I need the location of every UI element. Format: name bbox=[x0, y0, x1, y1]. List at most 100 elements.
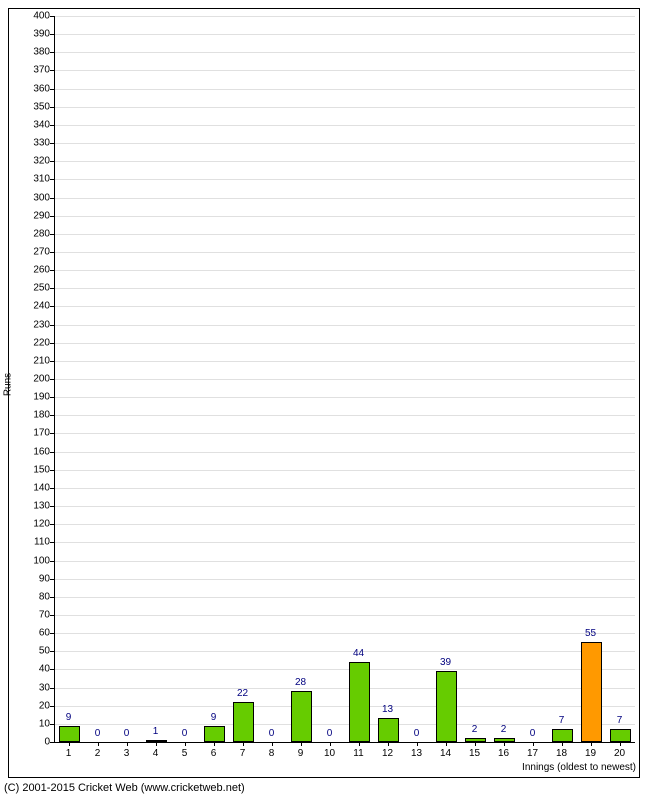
y-tick-mark bbox=[50, 433, 54, 434]
y-tick-mark bbox=[50, 89, 54, 90]
x-tick-mark bbox=[330, 742, 331, 746]
y-tick-label: 310 bbox=[14, 174, 50, 185]
x-tick-label: 6 bbox=[211, 748, 217, 759]
bar-value-label: 2 bbox=[472, 724, 478, 735]
gridline bbox=[55, 234, 635, 235]
y-tick-mark bbox=[50, 270, 54, 271]
gridline bbox=[55, 306, 635, 307]
x-tick-label: 20 bbox=[614, 748, 625, 759]
y-tick-mark bbox=[50, 524, 54, 525]
x-tick-label: 1 bbox=[66, 748, 72, 759]
y-tick-label: 280 bbox=[14, 228, 50, 239]
y-tick-mark bbox=[50, 452, 54, 453]
y-tick-mark bbox=[50, 16, 54, 17]
y-tick-mark bbox=[50, 706, 54, 707]
y-tick-mark bbox=[50, 506, 54, 507]
x-tick-mark bbox=[301, 742, 302, 746]
x-tick-label: 14 bbox=[440, 748, 451, 759]
gridline bbox=[55, 706, 635, 707]
y-tick-label: 150 bbox=[14, 464, 50, 475]
bar-value-label: 0 bbox=[327, 728, 333, 739]
plot-area bbox=[54, 16, 635, 743]
x-tick-mark bbox=[127, 742, 128, 746]
y-tick-mark bbox=[50, 688, 54, 689]
y-tick-label: 70 bbox=[14, 609, 50, 620]
y-tick-mark bbox=[50, 107, 54, 108]
gridline bbox=[55, 561, 635, 562]
gridline bbox=[55, 542, 635, 543]
chart-container: Runs Innings (oldest to newest) (C) 2001… bbox=[0, 0, 650, 800]
bar bbox=[349, 662, 370, 742]
gridline bbox=[55, 161, 635, 162]
bar-value-label: 55 bbox=[585, 628, 596, 639]
x-tick-label: 15 bbox=[469, 748, 480, 759]
y-tick-label: 250 bbox=[14, 283, 50, 294]
gridline bbox=[55, 143, 635, 144]
bar-value-label: 0 bbox=[414, 728, 420, 739]
x-tick-label: 12 bbox=[382, 748, 393, 759]
gridline bbox=[55, 252, 635, 253]
gridline bbox=[55, 16, 635, 17]
bar-value-label: 0 bbox=[182, 728, 188, 739]
y-tick-mark bbox=[50, 252, 54, 253]
gridline bbox=[55, 125, 635, 126]
y-tick-label: 270 bbox=[14, 246, 50, 257]
x-tick-label: 5 bbox=[182, 748, 188, 759]
y-tick-label: 20 bbox=[14, 700, 50, 711]
y-tick-mark bbox=[50, 288, 54, 289]
y-tick-label: 160 bbox=[14, 446, 50, 457]
bar bbox=[581, 642, 602, 742]
x-tick-label: 17 bbox=[527, 748, 538, 759]
x-tick-label: 9 bbox=[298, 748, 304, 759]
y-tick-label: 350 bbox=[14, 101, 50, 112]
x-tick-label: 18 bbox=[556, 748, 567, 759]
bar bbox=[378, 718, 399, 742]
x-tick-mark bbox=[504, 742, 505, 746]
x-tick-mark bbox=[359, 742, 360, 746]
x-tick-mark bbox=[533, 742, 534, 746]
y-tick-mark bbox=[50, 669, 54, 670]
y-tick-label: 240 bbox=[14, 301, 50, 312]
y-tick-label: 290 bbox=[14, 210, 50, 221]
bar-value-label: 0 bbox=[530, 728, 536, 739]
y-tick-mark bbox=[50, 415, 54, 416]
y-axis-title: Runs bbox=[3, 373, 14, 396]
y-tick-label: 230 bbox=[14, 319, 50, 330]
y-tick-label: 400 bbox=[14, 11, 50, 22]
bar-value-label: 2 bbox=[501, 724, 507, 735]
gridline bbox=[55, 70, 635, 71]
x-tick-mark bbox=[417, 742, 418, 746]
y-tick-label: 210 bbox=[14, 355, 50, 366]
y-tick-label: 110 bbox=[14, 537, 50, 548]
y-tick-mark bbox=[50, 379, 54, 380]
gridline bbox=[55, 724, 635, 725]
bar-value-label: 1 bbox=[153, 726, 159, 737]
x-tick-mark bbox=[214, 742, 215, 746]
bar-value-label: 39 bbox=[440, 657, 451, 668]
y-tick-label: 220 bbox=[14, 337, 50, 348]
x-axis-title: Innings (oldest to newest) bbox=[522, 762, 636, 773]
y-tick-mark bbox=[50, 651, 54, 652]
x-tick-label: 13 bbox=[411, 748, 422, 759]
bar bbox=[552, 729, 573, 742]
gridline bbox=[55, 669, 635, 670]
gridline bbox=[55, 470, 635, 471]
bar-value-label: 9 bbox=[66, 712, 72, 723]
gridline bbox=[55, 179, 635, 180]
y-tick-mark bbox=[50, 161, 54, 162]
x-tick-mark bbox=[475, 742, 476, 746]
x-tick-label: 10 bbox=[324, 748, 335, 759]
y-tick-label: 320 bbox=[14, 156, 50, 167]
gridline bbox=[55, 89, 635, 90]
y-tick-mark bbox=[50, 561, 54, 562]
y-tick-mark bbox=[50, 306, 54, 307]
y-tick-mark bbox=[50, 742, 54, 743]
x-tick-label: 4 bbox=[153, 748, 159, 759]
y-tick-label: 390 bbox=[14, 29, 50, 40]
bar bbox=[291, 691, 312, 742]
gridline bbox=[55, 433, 635, 434]
y-tick-mark bbox=[50, 397, 54, 398]
y-tick-label: 120 bbox=[14, 519, 50, 530]
y-tick-label: 0 bbox=[14, 737, 50, 748]
bar-value-label: 7 bbox=[617, 715, 623, 726]
